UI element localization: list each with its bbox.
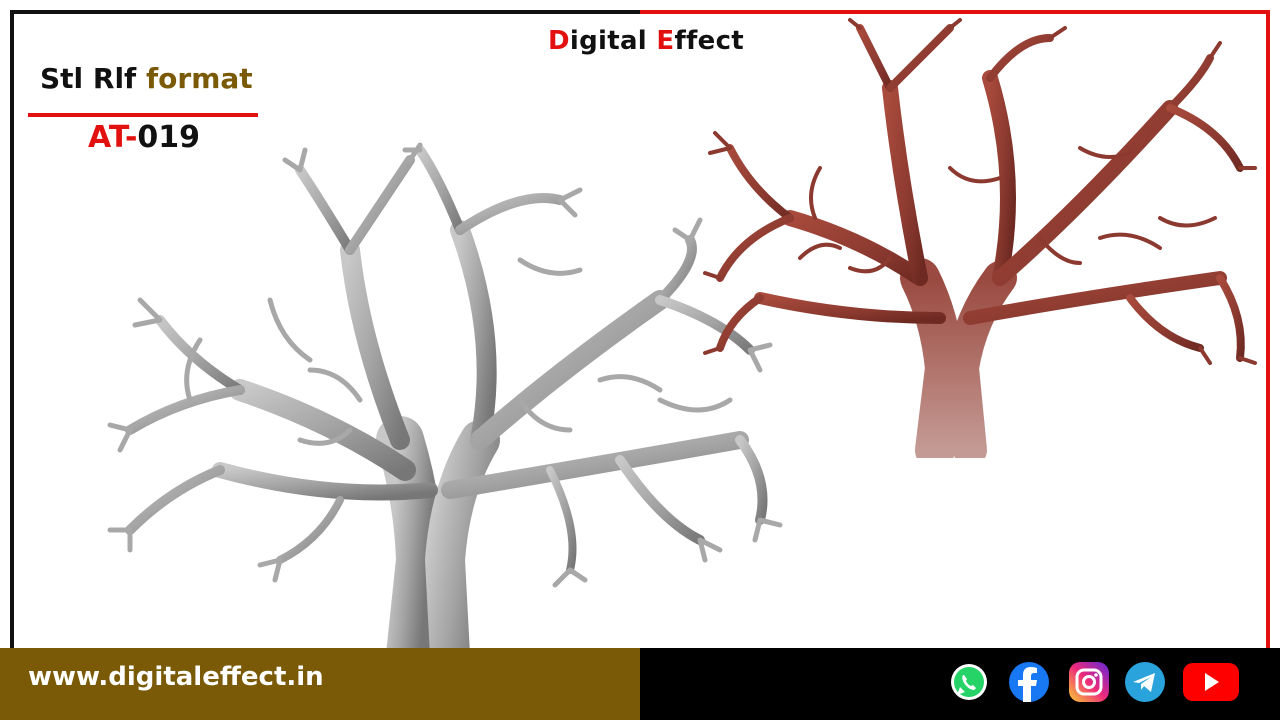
brand-title: Digital Effect bbox=[548, 26, 745, 56]
footer-left-band bbox=[0, 648, 640, 720]
frame-left-border bbox=[10, 10, 640, 650]
format-title: Stl Rlf format bbox=[40, 62, 253, 95]
silver-tree-image bbox=[107, 142, 783, 655]
telegram-icon[interactable] bbox=[1124, 661, 1166, 703]
title-underline bbox=[28, 113, 258, 117]
frame-right-border bbox=[640, 10, 1270, 650]
copper-tree-image bbox=[703, 18, 1257, 458]
whatsapp-icon[interactable] bbox=[948, 661, 990, 703]
youtube-icon[interactable] bbox=[1182, 661, 1240, 703]
website-link[interactable]: www.digitaleffect.in bbox=[28, 662, 324, 692]
facebook-icon[interactable] bbox=[1008, 661, 1050, 703]
instagram-icon[interactable] bbox=[1068, 661, 1110, 703]
product-code: AT-019 bbox=[88, 120, 201, 155]
